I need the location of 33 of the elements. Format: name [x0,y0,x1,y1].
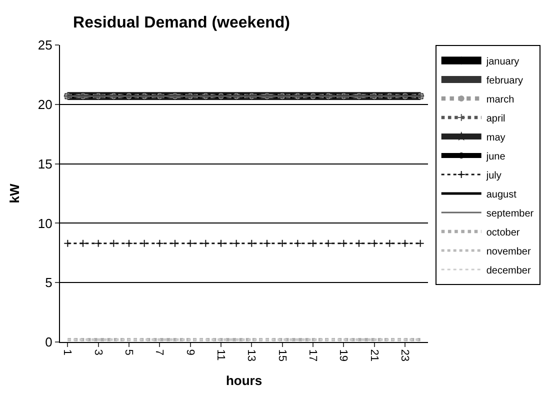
legend-label: july [485,170,502,182]
x-tick-label: 7 [153,349,166,356]
x-tick-label: 1 [61,349,74,356]
legend-label: august [486,189,517,200]
y-tick-label: 20 [38,96,52,112]
x-tick-label: 15 [276,349,288,362]
x-tick-label: 21 [368,349,380,362]
y-tick-label: 5 [45,275,52,290]
y-tick-label: 15 [38,156,52,172]
y-tick-label: 0 [45,334,52,350]
x-tick-label: 19 [337,349,350,362]
legend-label: march [486,94,514,106]
x-tick-label: 17 [306,349,318,362]
x-tick-label: 3 [92,349,104,356]
legend-label: september [486,208,534,220]
chart-title: Residual Demand (weekend) [73,14,290,32]
x-tick-label: 23 [398,349,410,362]
x-tick-label: 13 [245,349,258,362]
y-tick-label: 25 [38,38,52,53]
x-axis-title: hours [226,373,262,388]
y-axis-title: kW [6,183,22,204]
x-tick-label: 11 [214,349,226,361]
legend-label: november [486,246,532,258]
x-tick-label: 9 [184,349,196,356]
legend-label: february [486,75,524,86]
legend-label: june [485,151,506,162]
legend-label: december [486,265,532,276]
x-tick-label: 5 [122,349,134,356]
legend-label: april [486,113,506,124]
legend-label: october [486,227,520,238]
legend-label: january [485,56,520,68]
y-tick-label: 10 [38,216,52,231]
legend-label: may [486,132,506,144]
